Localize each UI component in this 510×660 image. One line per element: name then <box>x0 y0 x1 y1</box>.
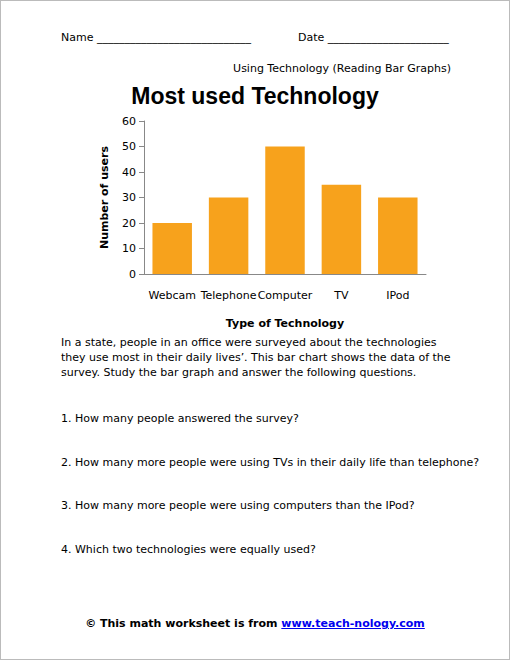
html-text:4. Which two technologies were: 4. Which two technologies were equally u… <box>61 543 316 556</box>
svg-text:IPod: IPod <box>386 289 409 302</box>
svg-text:Number of users: Number of users <box>98 146 111 250</box>
html-text:Using Technology (Reading Bar: Using Technology (Reading Bar Graphs) <box>233 62 451 75</box>
svg-text:Computer: Computer <box>258 289 313 302</box>
svg-text:TV: TV <box>333 289 349 302</box>
html-text:© This math worksheet is from: © This math worksheet is from www.teach-… <box>85 617 425 630</box>
svg-text:10: 10 <box>122 242 136 255</box>
html-text:In a state, people in an offic: In a state, people in an office were sur… <box>61 336 451 379</box>
html-text:Name _________________________: Name ____________________________ <box>61 31 251 44</box>
svg-text:20: 20 <box>122 217 136 230</box>
svg-text:60: 60 <box>122 115 136 128</box>
svg-text:Most used Technology: Most used Technology <box>131 83 379 109</box>
svg-text:0: 0 <box>129 268 136 281</box>
svg-text:40: 40 <box>122 166 136 179</box>
html-text:1. How many people answered th: 1. How many people answered the survey? <box>61 412 299 425</box>
html-text:2. How many more people were u: 2. How many more people were using TVs i… <box>61 456 480 469</box>
svg-text:50: 50 <box>122 140 136 153</box>
svg-text:Webcam: Webcam <box>148 289 196 302</box>
svg-text:Telephone: Telephone <box>200 289 257 302</box>
html-text:Date ______________________: Date ______________________ <box>298 31 449 44</box>
svg-text:Type of Technology: Type of Technology <box>226 317 344 330</box>
html-text:3. How many more people were u: 3. How many more people were using compu… <box>61 499 415 512</box>
svg-text:30: 30 <box>122 191 136 204</box>
